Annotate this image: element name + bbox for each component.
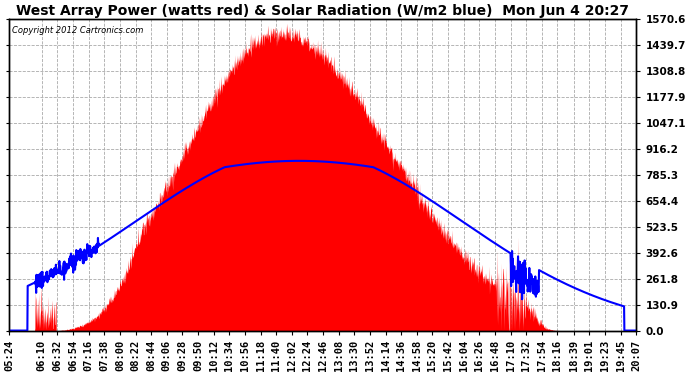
Title: West Array Power (watts red) & Solar Radiation (W/m2 blue)  Mon Jun 4 20:27: West Array Power (watts red) & Solar Rad… bbox=[17, 4, 629, 18]
Text: Copyright 2012 Cartronics.com: Copyright 2012 Cartronics.com bbox=[12, 26, 144, 34]
